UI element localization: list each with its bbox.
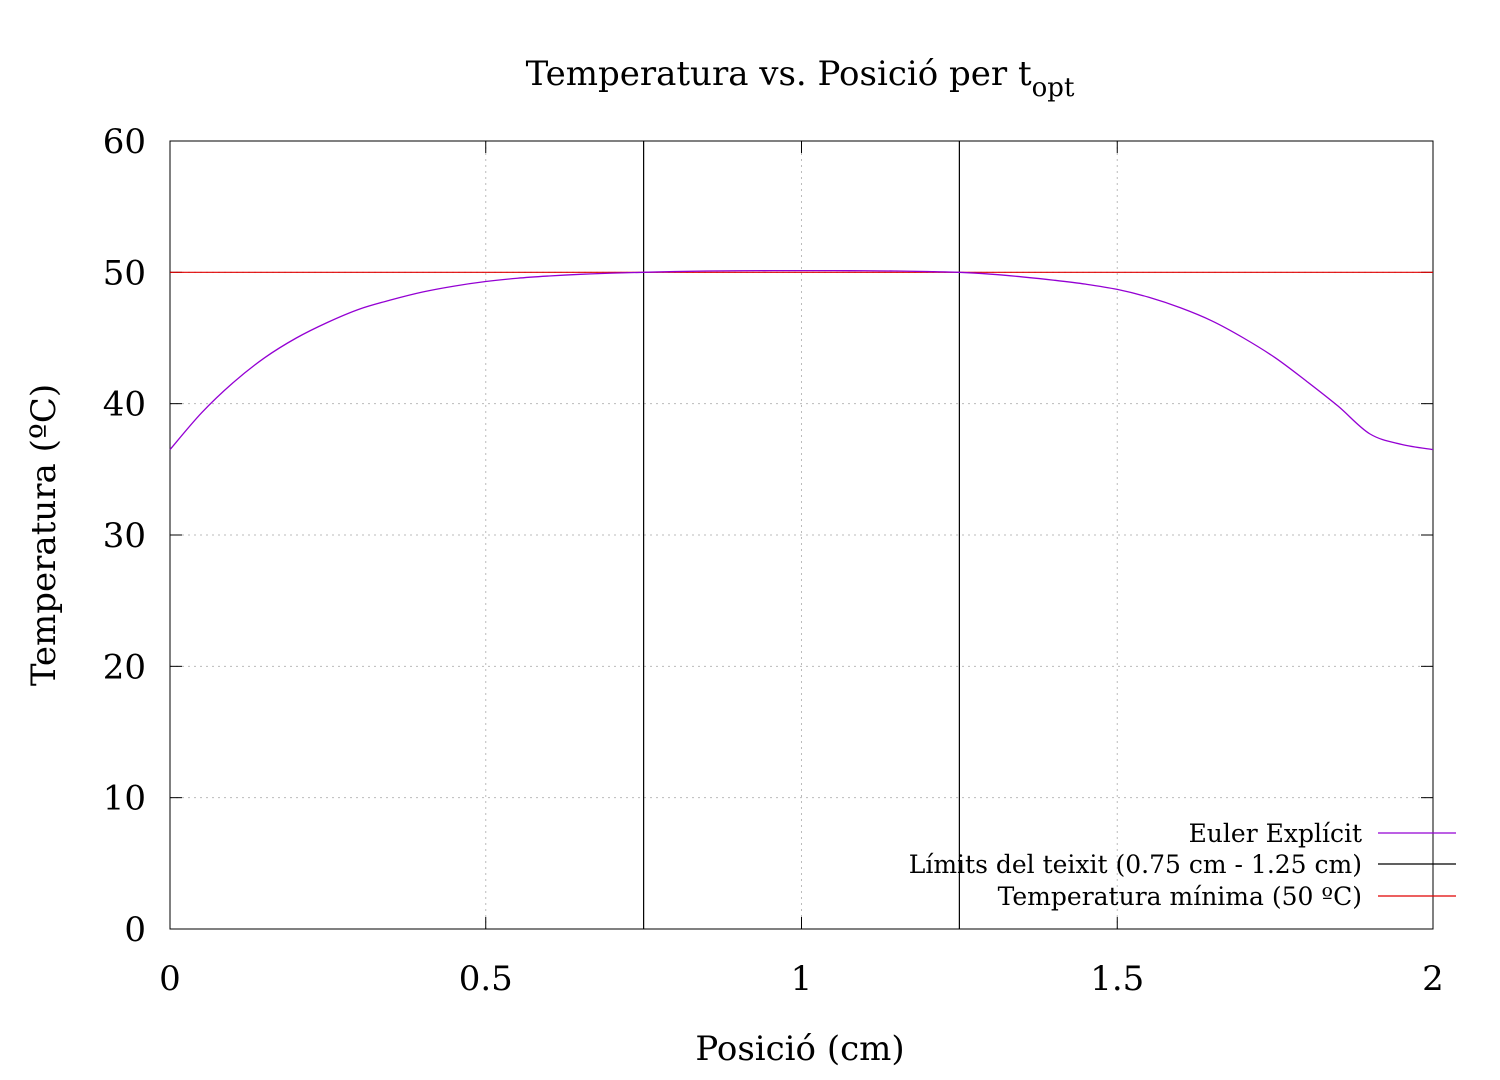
x-tick-label: 1: [791, 959, 813, 999]
x-tick-label: 0: [159, 959, 181, 999]
grid: [170, 141, 1433, 929]
legend-label: Temperatura mínima (50 ºC): [998, 882, 1362, 911]
y-tick-label: 0: [124, 910, 146, 950]
y-axis-label: Temperatura (ºC): [24, 384, 64, 686]
series-layer: [169, 141, 1434, 929]
x-tick-label: 0.5: [459, 959, 513, 999]
chart-title: Temperatura vs. Posició per topt: [526, 54, 1075, 103]
x-tick-label: 2: [1422, 959, 1444, 999]
legend-label: Euler Explícit: [1189, 819, 1362, 848]
x-tick-labels: 0 0.5 1 1.5 2: [159, 959, 1444, 999]
y-tick-label: 10: [103, 779, 146, 819]
legend-label: Límits del teixit (0.75 cm - 1.25 cm): [909, 850, 1362, 879]
y-tick-label: 60: [103, 122, 146, 162]
x-axis-label: Posició (cm): [695, 1029, 904, 1069]
y-tick-label: 40: [103, 385, 146, 425]
y-tick-label: 20: [103, 647, 146, 687]
axis-ticks: [169, 140, 1434, 930]
euler-explicit-curve: [169, 269, 1434, 451]
y-tick-label: 50: [103, 253, 146, 293]
x-tick-label: 1.5: [1090, 959, 1144, 999]
y-tick-label: 30: [103, 516, 146, 556]
y-tick-labels: 0 10 20 30 40 50 60: [103, 122, 146, 950]
